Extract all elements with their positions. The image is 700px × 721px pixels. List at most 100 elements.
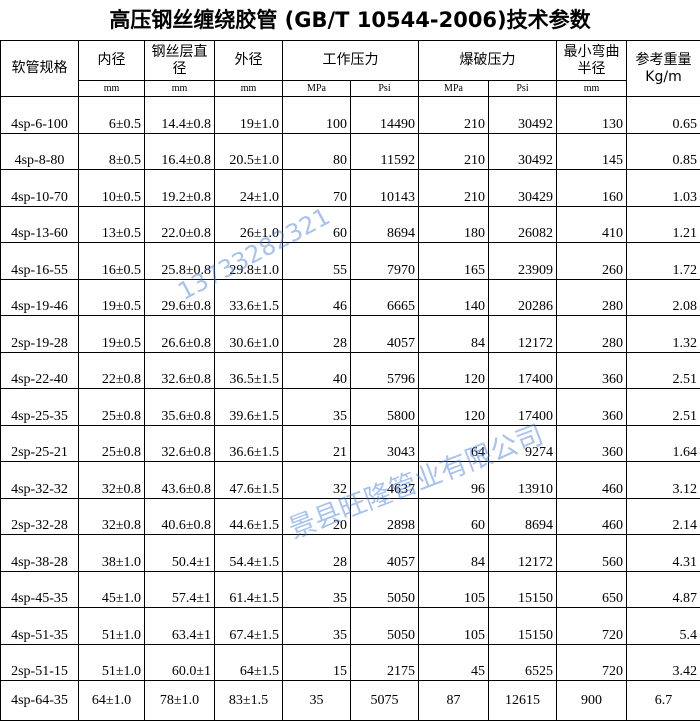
data-cell: 360	[557, 425, 627, 462]
unit-cell: MPa	[419, 81, 489, 97]
data-cell: 280	[557, 316, 627, 353]
data-cell: 12172	[489, 316, 557, 353]
data-cell: 720	[557, 608, 627, 645]
data-cell: 2.08	[627, 279, 700, 316]
data-cell: 9274	[489, 425, 557, 462]
unit-cell: mm	[215, 81, 283, 97]
data-cell: 35	[283, 681, 351, 721]
data-cell: 60	[419, 498, 489, 535]
data-cell: 26082	[489, 206, 557, 243]
data-cell: 3.42	[627, 644, 700, 681]
data-cell: 4sp-19-46	[1, 279, 79, 316]
data-cell: 4sp-13-60	[1, 206, 79, 243]
data-cell: 78±1.0	[145, 681, 215, 721]
data-cell: 16.4±0.8	[145, 133, 215, 170]
data-cell: 7970	[351, 243, 419, 280]
data-cell: 40.6±0.8	[145, 498, 215, 535]
data-cell: 33.6±1.5	[215, 279, 283, 316]
data-cell: 36.5±1.5	[215, 352, 283, 389]
data-cell: 2.14	[627, 498, 700, 535]
data-cell: 35	[283, 608, 351, 645]
data-cell: 2898	[351, 498, 419, 535]
header-text: 参考重量	[630, 52, 697, 69]
data-cell: 80	[283, 133, 351, 170]
data-cell: 40	[283, 352, 351, 389]
data-cell: 4sp-6-100	[1, 97, 79, 134]
header-cell: 外径	[215, 41, 283, 81]
data-cell: 64±1.5	[215, 644, 283, 681]
data-cell: 210	[419, 97, 489, 134]
data-cell: 30492	[489, 133, 557, 170]
data-cell: 64	[419, 425, 489, 462]
data-cell: 1.72	[627, 243, 700, 280]
data-cell: 96	[419, 462, 489, 499]
data-cell: 5075	[351, 681, 419, 721]
data-cell: 67.4±1.5	[215, 608, 283, 645]
data-cell: 15150	[489, 571, 557, 608]
data-cell: 5050	[351, 571, 419, 608]
data-cell: 36.6±1.5	[215, 425, 283, 462]
data-cell: 13±0.5	[79, 206, 145, 243]
data-cell: 32±0.8	[79, 498, 145, 535]
data-cell: 4.87	[627, 571, 700, 608]
data-cell: 8694	[351, 206, 419, 243]
data-cell: 61.4±1.5	[215, 571, 283, 608]
data-cell: 410	[557, 206, 627, 243]
header-cell: 最小弯曲半径	[557, 41, 627, 81]
data-cell: 30.6±1.0	[215, 316, 283, 353]
data-cell: 29.6±0.8	[145, 279, 215, 316]
data-cell: 51±1.0	[79, 644, 145, 681]
data-cell: 19±0.5	[79, 279, 145, 316]
data-cell: 4sp-16-55	[1, 243, 79, 280]
data-cell: 26±1.0	[215, 206, 283, 243]
data-cell: 460	[557, 498, 627, 535]
data-cell: 17400	[489, 389, 557, 426]
data-cell: 3.12	[627, 462, 700, 499]
data-cell: 87	[419, 681, 489, 721]
data-cell: 210	[419, 170, 489, 207]
data-cell: 2175	[351, 644, 419, 681]
data-cell: 84	[419, 316, 489, 353]
data-cell: 360	[557, 389, 627, 426]
data-cell: 20	[283, 498, 351, 535]
data-cell: 44.6±1.5	[215, 498, 283, 535]
data-cell: 45±1.0	[79, 571, 145, 608]
data-cell: 13910	[489, 462, 557, 499]
data-cell: 32.6±0.8	[145, 352, 215, 389]
data-cell: 0.85	[627, 133, 700, 170]
data-cell: 26.6±0.8	[145, 316, 215, 353]
data-cell: 20286	[489, 279, 557, 316]
data-cell: 2sp-51-15	[1, 644, 79, 681]
unit-cell: mm	[145, 81, 215, 97]
data-cell: 32.6±0.8	[145, 425, 215, 462]
data-cell: 650	[557, 571, 627, 608]
header-cell: 工作压力	[283, 41, 419, 81]
data-cell: 4sp-51-35	[1, 608, 79, 645]
data-cell: 15150	[489, 608, 557, 645]
data-cell: 21	[283, 425, 351, 462]
data-cell: 19.2±0.8	[145, 170, 215, 207]
data-cell: 1.03	[627, 170, 700, 207]
data-cell: 4sp-64-35	[1, 681, 79, 721]
unit-cell: mm	[557, 81, 627, 97]
data-cell: 900	[557, 681, 627, 721]
data-cell: 5800	[351, 389, 419, 426]
data-cell: 43.6±0.8	[145, 462, 215, 499]
data-cell: 11592	[351, 133, 419, 170]
data-cell: 460	[557, 462, 627, 499]
unit-cell: Psi	[489, 81, 557, 97]
